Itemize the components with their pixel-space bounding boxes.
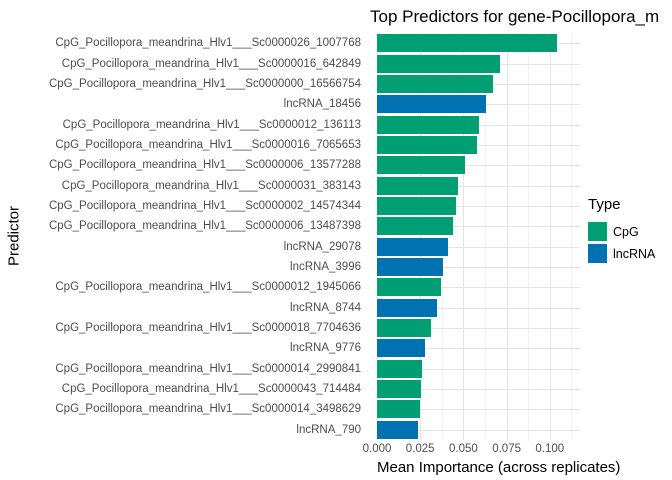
bar-cpg	[377, 400, 421, 419]
x-axis: 0.000 0.025 0.050 0.075 0.100	[0, 443, 672, 457]
category-gridline	[377, 368, 580, 370]
minor-gridline	[571, 33, 573, 440]
bar-lncrna	[377, 298, 438, 317]
x-tick-label: 0.000	[362, 443, 392, 455]
bar-cpg	[377, 217, 454, 236]
chart-title: Top Predictors for gene-Pocillopora_m	[370, 7, 660, 26]
major-gridline	[420, 33, 422, 440]
y-axis-label: CpG_Pocillopora_meandrina_Hlv1___Sc00000…	[48, 220, 361, 233]
category-gridline	[377, 246, 580, 248]
bar-cpg	[377, 196, 457, 215]
y-axis-label: CpG_Pocillopora_meandrina_Hlv1___Sc00000…	[61, 383, 361, 396]
y-axis-label: CpG_Pocillopora_meandrina_Hlv1___Sc00000…	[61, 57, 361, 70]
x-tick-label: 0.075	[492, 443, 521, 455]
bar-lncrna	[377, 258, 443, 277]
x-tick-label: 0.025	[405, 443, 435, 455]
y-axis-label: CpG_Pocillopora_meandrina_Hlv1___Sc00000…	[55, 138, 361, 151]
category-gridline	[377, 307, 580, 309]
minor-gridline	[528, 33, 530, 440]
x-tick-label: 0.050	[449, 443, 478, 455]
y-axis-label: CpG_Pocillopora_meandrina_Hlv1___Sc00000…	[62, 118, 361, 131]
category-gridline	[377, 185, 580, 187]
category-gridline	[377, 328, 580, 330]
bar-lncrna	[377, 420, 419, 439]
bar-cpg	[377, 54, 500, 73]
minor-gridline	[441, 33, 443, 440]
category-gridline	[377, 409, 580, 411]
legend-item-lncrna: lncRNA	[588, 244, 655, 263]
major-gridline	[549, 33, 551, 440]
y-axis-labels: CpG_Pocillopora_meandrina_Hlv1___Sc00000…	[0, 33, 369, 440]
y-axis-label: lncRNA_3996	[290, 261, 361, 274]
y-axis-label: CpG_Pocillopora_meandrina_Hlv1___Sc00000…	[48, 77, 361, 90]
bar-cpg	[377, 319, 431, 338]
bar-cpg	[377, 359, 422, 378]
legend-item-cpg: CpG	[588, 222, 655, 241]
y-axis-label: CpG_Pocillopora_meandrina_Hlv1___Sc00000…	[55, 362, 361, 375]
category-gridline	[377, 144, 580, 146]
bar-lncrna	[377, 95, 486, 114]
bar-cpg	[377, 278, 441, 297]
category-gridline	[377, 205, 580, 207]
y-axis-label: lncRNA_8744	[290, 301, 361, 314]
major-gridline	[463, 33, 465, 440]
y-axis-label: lncRNA_9776	[290, 342, 361, 355]
legend-label-lncrna: lncRNA	[613, 246, 656, 261]
category-gridline	[377, 389, 580, 391]
y-axis-label: CpG_Pocillopora_meandrina_Hlv1___Sc00000…	[55, 403, 361, 416]
bar-cpg	[377, 156, 466, 175]
category-gridline	[377, 429, 580, 431]
lncrna-swatch-icon	[588, 244, 607, 263]
y-axis-label: CpG_Pocillopora_meandrina_Hlv1___Sc00000…	[48, 159, 361, 172]
plot-panel	[377, 33, 580, 440]
minor-gridline	[398, 33, 400, 440]
category-gridline	[377, 165, 580, 167]
bar-lncrna	[377, 237, 448, 256]
category-gridline	[377, 226, 580, 228]
y-axis-label: lncRNA_18456	[283, 98, 361, 111]
bar-cpg	[377, 135, 478, 154]
y-axis-label: CpG_Pocillopora_meandrina_Hlv1___Sc00000…	[61, 179, 361, 192]
category-gridline	[377, 287, 580, 289]
bar-cpg	[377, 74, 493, 93]
y-axis-label: CpG_Pocillopora_meandrina_Hlv1___Sc00000…	[55, 322, 361, 335]
cpg-swatch-icon	[588, 222, 607, 241]
y-axis-label: lncRNA_29078	[283, 240, 361, 253]
legend: Type CpG lncRNA	[588, 196, 655, 266]
legend-label-cpg: CpG	[613, 224, 639, 239]
major-gridline	[377, 33, 378, 440]
y-axis-label: CpG_Pocillopora_meandrina_Hlv1___Sc00000…	[48, 199, 361, 212]
y-axis-label: CpG_Pocillopora_meandrina_Hlv1___Sc00000…	[55, 37, 361, 50]
y-axis-label: CpG_Pocillopora_meandrina_Hlv1___Sc00000…	[55, 281, 361, 294]
bar-cpg	[377, 115, 479, 134]
category-gridline	[377, 348, 580, 350]
category-gridline	[377, 267, 580, 269]
bar-cpg	[377, 176, 459, 195]
bar-cpg	[377, 34, 557, 53]
major-gridline	[506, 33, 508, 440]
bar-lncrna	[377, 339, 426, 358]
bar-cpg	[377, 380, 422, 399]
x-tick-label: 0.100	[535, 443, 565, 455]
y-axis-label: lncRNA_790	[296, 423, 361, 436]
x-axis-title: Mean Importance (across replicates)	[377, 459, 621, 476]
legend-title: Type	[588, 196, 621, 213]
minor-gridline	[485, 33, 486, 440]
